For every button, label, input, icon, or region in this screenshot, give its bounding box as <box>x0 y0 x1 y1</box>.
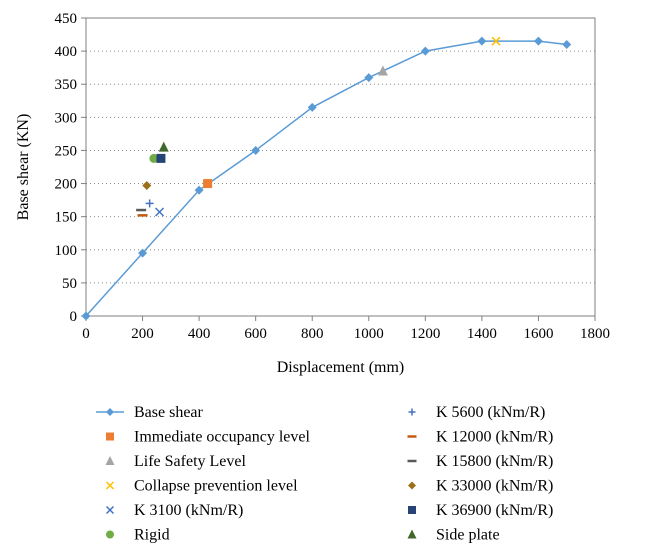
axes <box>81 17 596 321</box>
series-10 <box>156 153 166 163</box>
data-point <box>145 199 154 208</box>
x-tick-label: 400 <box>188 326 211 342</box>
series-0 <box>81 36 572 321</box>
legend-item: Rigid <box>106 527 170 544</box>
x-tick-label: 1600 <box>523 326 553 342</box>
y-tick-label: 300 <box>55 110 78 126</box>
data-point <box>377 65 388 76</box>
legend-symbol <box>105 456 115 465</box>
y-tick-label: 450 <box>55 11 78 27</box>
series-4 <box>154 207 165 217</box>
legend-item: Collapse prevention level <box>105 478 298 495</box>
legend-label: Rigid <box>134 527 170 544</box>
legend-label: K 12000 (kNm/R) <box>436 429 553 446</box>
data-point <box>154 207 165 217</box>
x-tick-label: 1000 <box>354 326 384 342</box>
y-tick-label: 350 <box>55 77 78 93</box>
x-tick-label: 200 <box>131 326 154 342</box>
legend-symbol <box>408 506 416 514</box>
plot-area <box>81 36 572 321</box>
legend-label: K 33000 (kNm/R) <box>436 478 553 495</box>
x-tick-label: 1200 <box>410 326 440 342</box>
series-1 <box>203 179 213 189</box>
legend-item: K 36900 (kNm/R) <box>408 502 553 519</box>
y-tick-label: 200 <box>55 177 78 193</box>
x-tick-label: 600 <box>244 326 267 342</box>
series-3 <box>491 36 501 46</box>
x-tick-label: 1400 <box>467 326 497 342</box>
legend-label: Life Safety Level <box>134 453 247 470</box>
data-point <box>156 153 166 163</box>
legend-item: K 33000 (kNm/R) <box>408 478 553 495</box>
series-11 <box>158 141 169 152</box>
tick-labels: 0 200 400 600 800 1000 1200 1400 1600 1800 0 50 100 1… <box>55 11 611 342</box>
y-tick-label: 400 <box>55 44 78 60</box>
y-axis-label: Base shear (KN) <box>15 114 32 221</box>
data-point <box>138 248 148 258</box>
data-point <box>364 73 374 83</box>
series-6 <box>145 199 154 208</box>
legend-label: K 36900 (kNm/R) <box>436 502 553 519</box>
data-point <box>149 153 159 163</box>
legend-label: K 5600 (kNm/R) <box>436 404 545 421</box>
data-point <box>420 46 430 56</box>
y-tick-label: 0 <box>70 309 78 325</box>
data-point <box>194 185 204 195</box>
legend-label: K 3100 (kNm/R) <box>134 502 243 519</box>
legend-item: Immediate occupancy level <box>106 429 310 446</box>
data-point <box>562 39 572 49</box>
series-line <box>85 40 567 317</box>
data-point <box>81 311 91 321</box>
data-point <box>203 179 213 189</box>
data-point <box>142 181 152 191</box>
plot-frame <box>85 17 596 317</box>
data-point <box>307 102 317 112</box>
legend-symbol <box>106 408 114 416</box>
y-tick-label: 100 <box>55 243 78 259</box>
x-tick-label: 800 <box>301 326 324 342</box>
legend-symbol <box>106 432 114 441</box>
legend-label: Immediate occupancy level <box>134 429 310 446</box>
legend-item: K 12000 (kNm/R) <box>407 429 553 446</box>
y-tick-label: 50 <box>62 276 77 292</box>
x-tick-label: 1800 <box>580 326 610 342</box>
legend-label: Collapse prevention level <box>134 478 298 495</box>
data-point <box>491 36 501 46</box>
x-axis-label: Displacement (mm) <box>277 359 405 376</box>
legend-item: Base shear <box>96 404 204 421</box>
legend-item: K 3100 (kNm/R) <box>105 502 243 519</box>
y-tick-label: 150 <box>55 210 78 226</box>
data-point <box>251 145 261 155</box>
legend-symbol <box>106 530 114 539</box>
legend-symbol <box>407 529 417 539</box>
legend: Base shear Immediate occupancy level Life … <box>96 404 553 544</box>
legend-item: K 15800 (kNm/R) <box>407 453 553 470</box>
data-point <box>533 36 543 46</box>
legend-symbol <box>408 481 416 490</box>
legend-symbol <box>105 481 115 490</box>
legend-item: Side plate <box>407 527 500 544</box>
series-9 <box>142 181 152 191</box>
legend-label: K 15800 (kNm/R) <box>436 453 553 470</box>
legend-symbol <box>105 505 115 515</box>
x-tick-label: 0 <box>82 326 90 342</box>
legend-label: Base shear <box>134 404 204 421</box>
legend-item: K 5600 (kNm/R) <box>408 404 545 421</box>
y-tick-label: 250 <box>55 143 78 159</box>
legend-label: Side plate <box>436 527 500 544</box>
legend-symbol <box>408 408 416 416</box>
series-2 <box>377 65 388 76</box>
series-5 <box>149 153 159 163</box>
legend-item: Life Safety Level <box>105 453 247 470</box>
data-point <box>158 141 169 152</box>
data-point <box>477 36 487 46</box>
